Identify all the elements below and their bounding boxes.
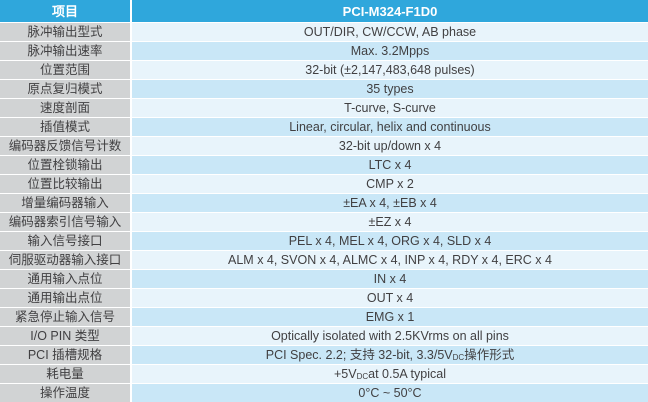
- spec-row-value: LTC x 4: [132, 156, 648, 174]
- spec-row-label: 位置比较输出: [0, 175, 130, 193]
- spec-row-label: 增量编码器输入: [0, 194, 130, 212]
- spec-row-value: PEL x 4, MEL x 4, ORG x 4, SLD x 4: [132, 232, 648, 250]
- spec-row-value: ±EZ x 4: [132, 213, 648, 231]
- spec-row-value: Linear, circular, helix and continuous: [132, 118, 648, 136]
- spec-row-value: ±EA x 4, ±EB x 4: [132, 194, 648, 212]
- spec-row-label: 通用输入点位: [0, 270, 130, 288]
- spec-row-value: IN x 4: [132, 270, 648, 288]
- spec-row-label: 编码器反馈信号计数: [0, 137, 130, 155]
- spec-row-label: 位置范围: [0, 61, 130, 79]
- spec-row-label: 通用输出点位: [0, 289, 130, 307]
- spec-row-label: I/O PIN 类型: [0, 327, 130, 345]
- table-header-model-column: PCI-M324-F1D0: [132, 0, 648, 22]
- spec-row-value: 32-bit up/down x 4: [132, 137, 648, 155]
- spec-row-value: ALM x 4, SVON x 4, ALMC x 4, INP x 4, RD…: [132, 251, 648, 269]
- spec-row-value: Optically isolated with 2.5KVrms on all …: [132, 327, 648, 345]
- spec-row-value: OUT x 4: [132, 289, 648, 307]
- spec-row-value: 32-bit (±2,147,483,648 pulses): [132, 61, 648, 79]
- spec-row-value: T-curve, S-curve: [132, 99, 648, 117]
- spec-row-label: 原点复归模式: [0, 80, 130, 98]
- spec-row-label: 伺服驱动器输入接口: [0, 251, 130, 269]
- spec-row-label: 输入信号接口: [0, 232, 130, 250]
- spec-row-label: 脉冲输出型式: [0, 23, 130, 41]
- spec-row-label: 编码器索引信号输入: [0, 213, 130, 231]
- table-header-item-column: 项目: [0, 0, 130, 22]
- spec-row-label: 位置栓锁输出: [0, 156, 130, 174]
- spec-row-value: +5V DC at 0.5A typical: [132, 365, 648, 383]
- spec-row-value: PCI Spec. 2.2; 支持 32-bit, 3.3/5V DC 操作形式: [132, 346, 648, 364]
- spec-row-label: 紧急停止输入信号: [0, 308, 130, 326]
- spec-row-label: 耗电量: [0, 365, 130, 383]
- spec-row-label: 插值模式: [0, 118, 130, 136]
- spec-row-label: 操作温度: [0, 384, 130, 402]
- spec-row-value: 0°C ~ 50°C: [132, 384, 648, 402]
- spec-row-label: PCI 插槽规格: [0, 346, 130, 364]
- spec-row-value: OUT/DIR, CW/CCW, AB phase: [132, 23, 648, 41]
- spec-row-label: 速度剖面: [0, 99, 130, 117]
- spec-row-value: 35 types: [132, 80, 648, 98]
- spec-row-value: Max. 3.2Mpps: [132, 42, 648, 60]
- spec-row-value: CMP x 2: [132, 175, 648, 193]
- spec-row-label: 脉冲输出速率: [0, 42, 130, 60]
- spec-row-value: EMG x 1: [132, 308, 648, 326]
